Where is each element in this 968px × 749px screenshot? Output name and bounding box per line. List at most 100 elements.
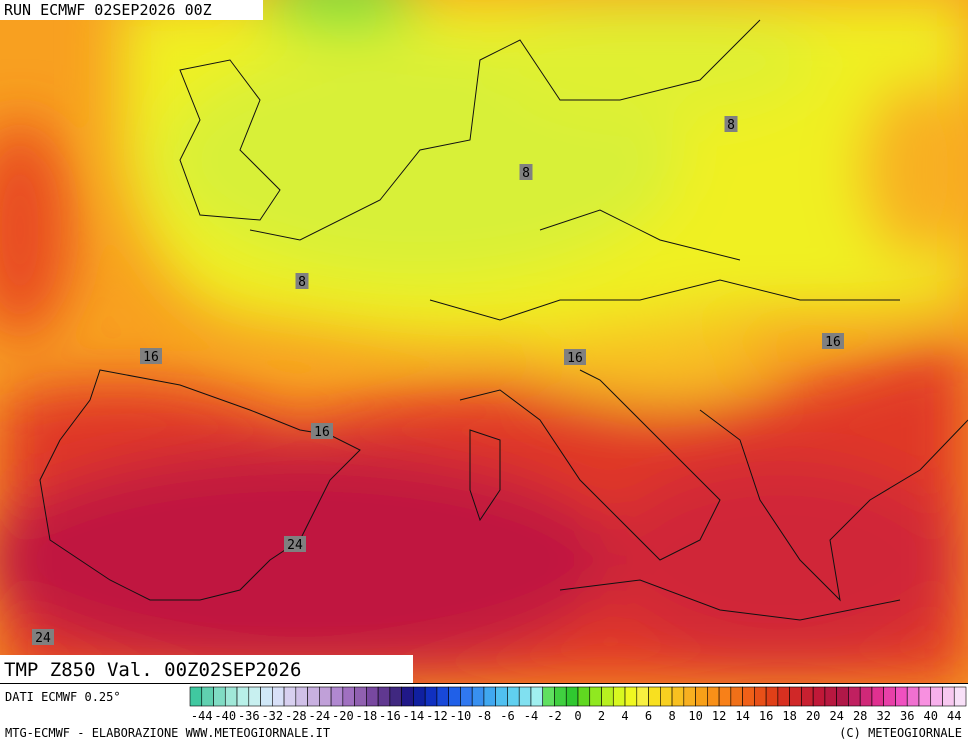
color-swatch xyxy=(742,686,755,707)
color-swatch xyxy=(718,686,732,707)
contour-label-box xyxy=(140,348,162,364)
color-swatch xyxy=(612,686,626,707)
color-swatch xyxy=(354,686,367,707)
colorbar-label: -2 xyxy=(547,709,561,723)
border xyxy=(429,209,900,321)
contour-label: 16 xyxy=(314,425,330,440)
color-swatch xyxy=(883,686,896,707)
color-swatch xyxy=(342,686,355,707)
color-swatch xyxy=(777,686,790,707)
color-swatch xyxy=(859,686,873,707)
map-title: TMP Z850 Val. 00Z02SEP2026 xyxy=(4,659,301,681)
color-swatch xyxy=(906,686,920,707)
color-swatch xyxy=(836,686,849,707)
color-swatch xyxy=(942,686,955,707)
contour-label: 8 xyxy=(522,166,530,181)
color-swatch xyxy=(754,686,767,707)
colorbar-label: -44 xyxy=(191,709,213,723)
colorbar-label: 28 xyxy=(853,709,867,723)
colorbar-label: 2 xyxy=(598,709,605,723)
colorbar-label: -40 xyxy=(214,709,236,723)
color-swatch xyxy=(953,686,967,707)
contour-label: 8 xyxy=(727,118,735,133)
color-swatch xyxy=(189,686,203,707)
color-swatch xyxy=(460,686,473,707)
colorbar-label: 32 xyxy=(876,709,890,723)
color-swatch xyxy=(707,686,720,707)
contour-label: 16 xyxy=(567,351,583,366)
color-swatch xyxy=(307,686,320,707)
color-swatch xyxy=(366,686,379,707)
color-swatch xyxy=(236,686,250,707)
color-swatch xyxy=(413,686,426,707)
color-swatch xyxy=(201,686,214,707)
colorbar-label: 18 xyxy=(782,709,796,723)
color-swatch xyxy=(389,686,402,707)
colorbar-label: 24 xyxy=(829,709,843,723)
color-swatch xyxy=(812,686,826,707)
contour-label-box xyxy=(32,629,54,645)
colorbar-label: -20 xyxy=(332,709,354,723)
color-swatch xyxy=(507,686,520,707)
color-swatch xyxy=(518,686,532,707)
colorbar-label: 6 xyxy=(645,709,652,723)
colorbar-label: -16 xyxy=(379,709,401,723)
coastline xyxy=(469,429,901,621)
color-swatch xyxy=(624,686,638,707)
color-swatch xyxy=(801,686,814,707)
colorbar: -44 -40 -36 -32 -28 -24 -20 -18 -16 -14 -12 -10 -8 -6… xyxy=(189,686,967,723)
color-swatch xyxy=(636,686,649,707)
header-box xyxy=(0,0,263,20)
colorbar-label: 36 xyxy=(900,709,914,723)
colorbar-label: -6 xyxy=(500,709,514,723)
colorbar-label: 12 xyxy=(712,709,726,723)
color-swatch xyxy=(589,686,602,707)
color-swatch xyxy=(648,686,661,707)
color-swatch xyxy=(248,686,261,707)
coastline xyxy=(249,19,761,241)
contour-label-box xyxy=(311,423,333,439)
colorbar-label: 40 xyxy=(924,709,938,723)
color-swatch xyxy=(671,686,685,707)
color-swatch xyxy=(319,686,332,707)
contour-label: 8 xyxy=(298,275,306,290)
footer-right: (C) METEOGIORNALE xyxy=(839,726,962,740)
color-swatch xyxy=(401,686,414,707)
color-swatch xyxy=(448,686,461,707)
color-swatch xyxy=(436,686,449,707)
colorbar-label: 4 xyxy=(621,709,628,723)
colorbar-label: -18 xyxy=(356,709,378,723)
title-box xyxy=(0,655,413,683)
colorbar-label: -36 xyxy=(238,709,260,723)
contour-label: 24 xyxy=(287,538,303,553)
color-swatch xyxy=(260,686,273,707)
color-swatch xyxy=(695,686,708,707)
colorbar-label: -10 xyxy=(450,709,472,723)
run-label: RUN ECMWF 02SEP2026 00Z xyxy=(4,1,212,19)
color-swatch xyxy=(295,686,308,707)
contour-label-box xyxy=(822,333,844,349)
color-swatch xyxy=(683,686,696,707)
color-swatch xyxy=(601,686,614,707)
contour-label-box xyxy=(295,273,309,289)
colorbar-label: -32 xyxy=(261,709,283,723)
color-swatch xyxy=(789,686,802,707)
coastline xyxy=(39,369,361,601)
colorbar-label: 44 xyxy=(947,709,961,723)
color-swatch xyxy=(224,686,238,707)
color-swatch xyxy=(824,686,837,707)
color-swatch xyxy=(377,686,391,707)
color-swatch xyxy=(848,686,861,707)
contour-label-box xyxy=(519,164,533,180)
color-swatch xyxy=(730,686,743,707)
color-swatch xyxy=(542,686,555,707)
colorbar-label: 8 xyxy=(668,709,675,723)
coastline xyxy=(699,409,968,602)
footer-left: MTG-ECMWF - ELABORAZIONE WWW.METEOGIORNA… xyxy=(5,726,330,740)
color-swatch xyxy=(272,686,285,707)
colorbar-label: -8 xyxy=(477,709,491,723)
contour-label-box xyxy=(284,536,306,552)
color-swatch xyxy=(577,686,591,707)
source-label: DATI ECMWF 0.25° xyxy=(5,690,121,704)
color-swatch xyxy=(471,686,485,707)
